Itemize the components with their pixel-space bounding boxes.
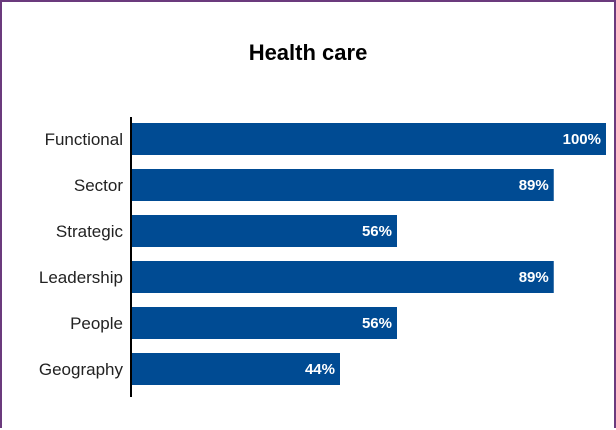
value-labels-group: 100% 89% 56% 89% 56% 44% [305, 131, 601, 378]
chart-title: Health care [248, 40, 368, 65]
category-label-functional: Functional [45, 130, 123, 149]
category-label-sector: Sector [74, 176, 123, 195]
value-label-functional: 100% [563, 131, 601, 148]
category-label-people: People [70, 314, 123, 333]
value-label-people: 56% [362, 315, 392, 332]
bar-sector [131, 169, 554, 201]
bar-functional [131, 123, 606, 155]
value-label-leadership: 89% [519, 269, 549, 286]
category-labels-group: Functional Sector Strategic Leadership Peopl… [39, 130, 124, 379]
bars-group [131, 123, 606, 385]
bar-leadership [131, 261, 554, 293]
bar-geography [131, 353, 340, 385]
value-label-strategic: 56% [362, 223, 392, 240]
bar-strategic [131, 215, 397, 247]
bar-people [131, 307, 397, 339]
category-label-strategic: Strategic [56, 222, 124, 241]
category-label-leadership: Leadership [39, 268, 123, 287]
value-label-sector: 89% [519, 177, 549, 194]
value-label-geography: 44% [305, 361, 335, 378]
category-label-geography: Geography [39, 360, 124, 379]
